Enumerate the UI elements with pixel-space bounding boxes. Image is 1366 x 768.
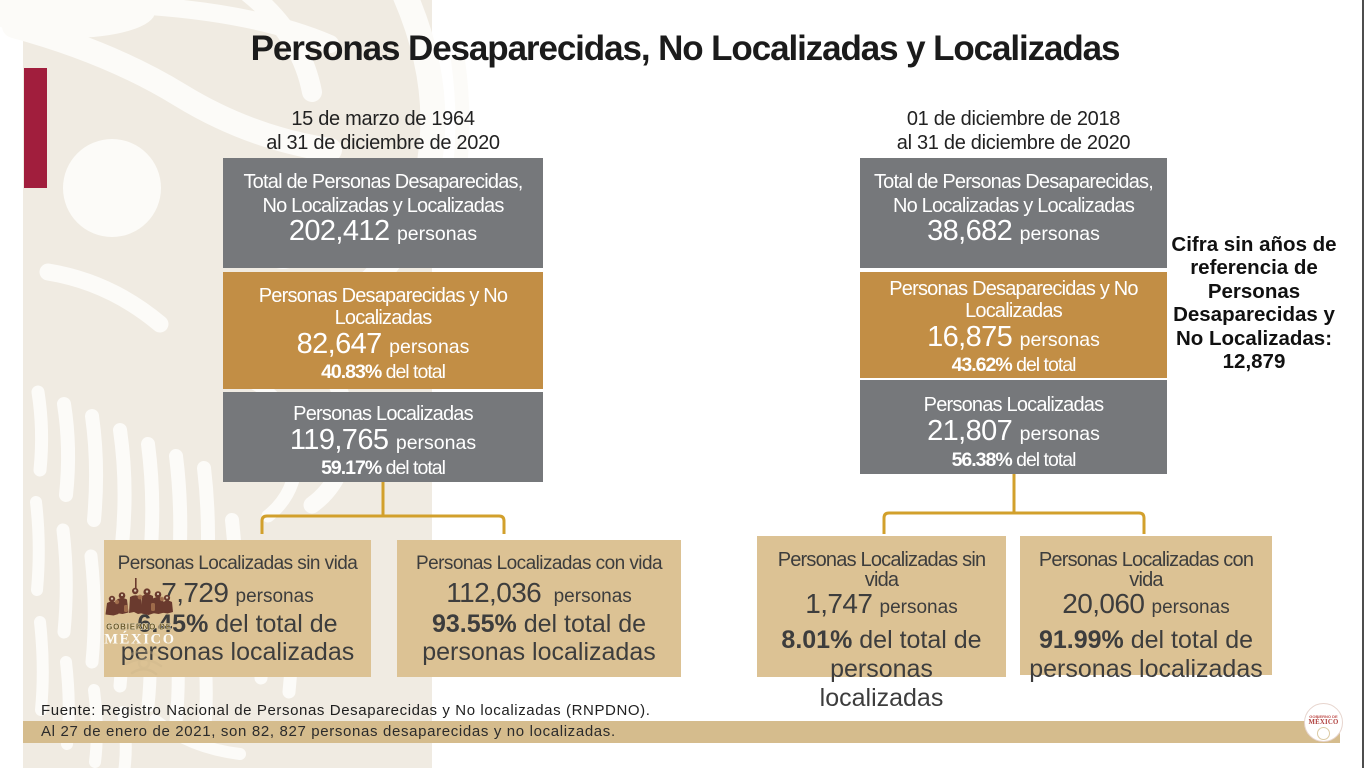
svg-text:MÉXICO: MÉXICO xyxy=(104,631,175,648)
svg-text:GOBIERNO DE: GOBIERNO DE xyxy=(106,623,172,632)
